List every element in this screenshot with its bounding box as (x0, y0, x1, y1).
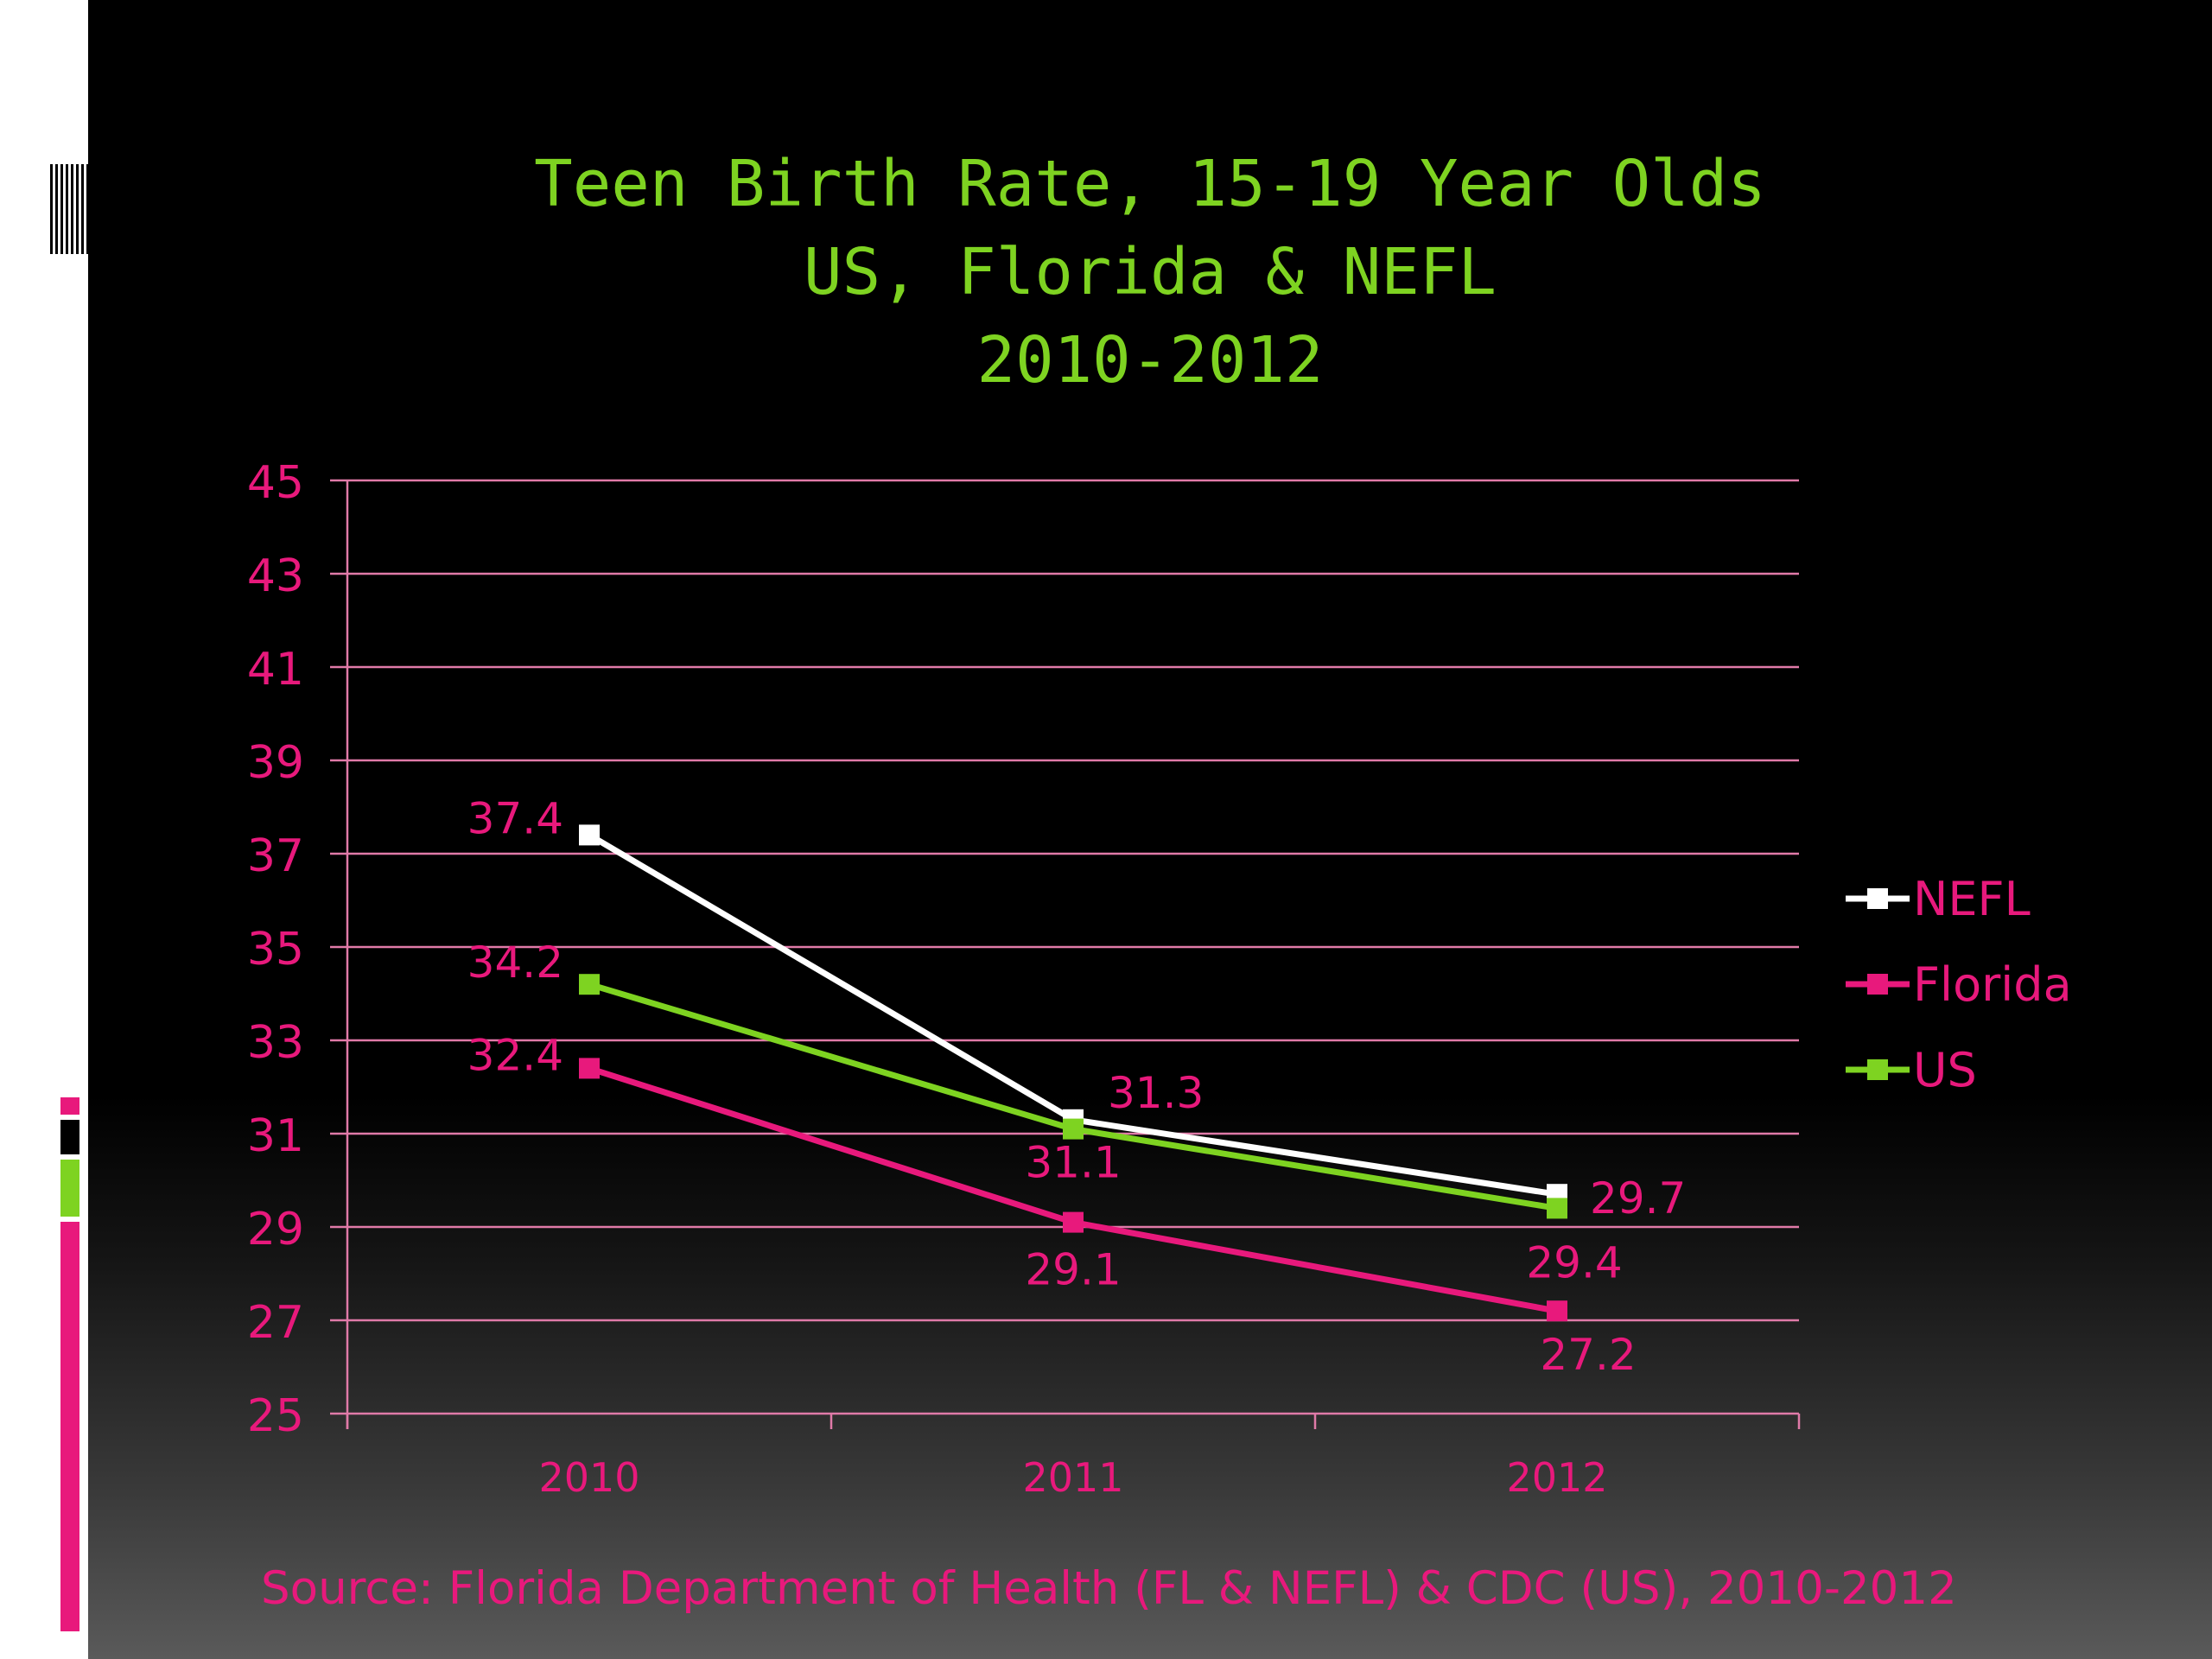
data-labels: 37.4 31.3 29.7 32.4 29.1 27.2 34.2 31.1 29.4 (467, 793, 1687, 1380)
data-point-us (1063, 1118, 1084, 1140)
legend-label: Florida (1913, 957, 2072, 1012)
y-tick-label: 27 (247, 1297, 304, 1349)
slide: Teen Birth Rate, 15-19 Year Olds US, Flo… (88, 0, 2212, 1659)
accent-bar-black (60, 1120, 79, 1154)
y-tick-label: 33 (247, 1017, 304, 1069)
data-label: 27.2 (1540, 1330, 1636, 1380)
x-tick-label: 2012 (1506, 1454, 1607, 1501)
chart-title-line-2: US, Florida & NEFL (804, 235, 1497, 309)
data-label: 29.4 (1526, 1237, 1622, 1287)
y-tick-label: 31 (247, 1110, 304, 1162)
data-label: 34.2 (467, 938, 563, 988)
chart-title-line-3: 2010-2012 (976, 323, 1324, 397)
y-tick-label: 35 (247, 924, 304, 976)
data-point-florida (1063, 1211, 1084, 1233)
y-tick-label: 37 (247, 830, 304, 882)
data-label: 37.4 (467, 793, 563, 843)
legend-marker-us (1867, 1059, 1888, 1080)
corner-stripes-decoration (50, 164, 88, 254)
legend-marker-florida (1867, 974, 1888, 995)
accent-bar-green (60, 1160, 79, 1217)
legend-label: US (1913, 1043, 1977, 1097)
y-tick-label: 25 (247, 1390, 304, 1442)
y-tick-label: 41 (247, 644, 304, 696)
data-label: 31.1 (1025, 1138, 1121, 1188)
data-label: 29.7 (1590, 1173, 1686, 1224)
legend-marker-nefl (1867, 888, 1888, 909)
y-tick-label: 43 (247, 550, 304, 602)
data-label: 32.4 (467, 1030, 563, 1080)
chart-title: Teen Birth Rate, 15-19 Year Olds US, Flo… (88, 140, 2212, 404)
data-point-us (579, 974, 600, 995)
legend-label: NEFL (1913, 872, 2031, 926)
y-tick-label: 29 (247, 1204, 304, 1255)
accent-bar-pink-long (60, 1222, 79, 1631)
accent-bar-pink-small (60, 1097, 79, 1115)
y-tick-label: 39 (247, 737, 304, 789)
data-point-florida (579, 1058, 600, 1079)
data-point-nefl (579, 824, 600, 846)
chart-title-line-1: Teen Birth Rate, 15-19 Year Olds (534, 147, 1766, 221)
legend: NEFL Florida US (1846, 872, 2072, 1097)
series-lines (579, 824, 1567, 1322)
data-label: 31.3 (1108, 1068, 1204, 1118)
x-tick-label: 2010 (538, 1454, 639, 1501)
source-note: Source: Florida Department of Health (FL… (261, 1562, 1957, 1615)
data-point-florida (1547, 1300, 1567, 1322)
x-tick-label: 2011 (1022, 1454, 1123, 1501)
data-label: 29.1 (1025, 1245, 1121, 1295)
axes: 25 27 29 31 33 35 37 39 41 43 45 2010 2011 2012 (247, 457, 1801, 1501)
data-point-us (1547, 1198, 1567, 1219)
gridlines (347, 479, 1799, 1322)
y-tick-label: 45 (247, 457, 304, 509)
